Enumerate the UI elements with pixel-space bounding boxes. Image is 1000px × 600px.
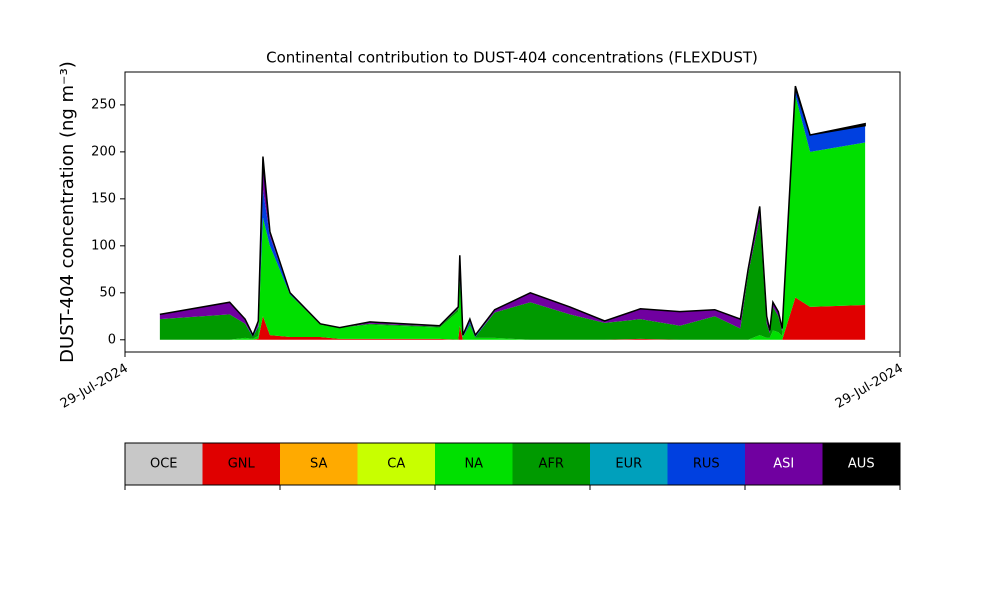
y-tick-label: 0 xyxy=(108,332,116,347)
y-tick-label: 200 xyxy=(91,144,116,159)
legend-swatch xyxy=(667,443,745,485)
legend-swatch xyxy=(357,443,435,485)
plot-frame xyxy=(124,71,901,353)
legend-swatch xyxy=(590,443,668,485)
legend-frame xyxy=(124,442,901,486)
area xyxy=(159,95,866,340)
legend-swatch xyxy=(512,443,590,485)
legend-label: OCE xyxy=(150,457,178,472)
x-tick-label: 29-Jul-2024 xyxy=(58,361,131,412)
legend-label: AUS xyxy=(848,457,875,472)
legend-swatch xyxy=(125,443,203,485)
area xyxy=(159,297,866,340)
legend-label: SA xyxy=(310,457,327,472)
area xyxy=(159,87,866,337)
legend-swatch xyxy=(745,443,823,485)
legend-swatch xyxy=(202,443,280,485)
plot-area xyxy=(159,85,866,340)
legend-label: GNL xyxy=(228,457,256,472)
legend-label: CA xyxy=(387,457,405,472)
y-axis-label: DUST-404 concentration (ng m⁻³) xyxy=(57,61,78,363)
y-tick-label: 250 xyxy=(91,97,116,112)
chart-title: Continental contribution to DUST-404 con… xyxy=(266,49,758,67)
area xyxy=(159,95,866,340)
legend-label: NA xyxy=(464,457,483,472)
y-tick-label: 50 xyxy=(99,285,116,300)
legend-label: AFR xyxy=(539,457,564,472)
legend-swatch xyxy=(280,443,358,485)
x-tick-label: 29-Jul-2024 xyxy=(833,361,906,412)
legend-label: ASI xyxy=(773,457,794,472)
legend-swatch xyxy=(435,443,513,485)
y-tick-label: 100 xyxy=(91,238,116,253)
y-tick-label: 150 xyxy=(91,191,116,206)
legend-swatch xyxy=(822,443,900,485)
legend-label: RUS xyxy=(693,457,720,472)
legend-label: EUR xyxy=(615,457,642,472)
area xyxy=(159,85,866,337)
legend: OCE GNL SA CA NA AFR EUR RUS ASI AUS xyxy=(124,442,901,490)
